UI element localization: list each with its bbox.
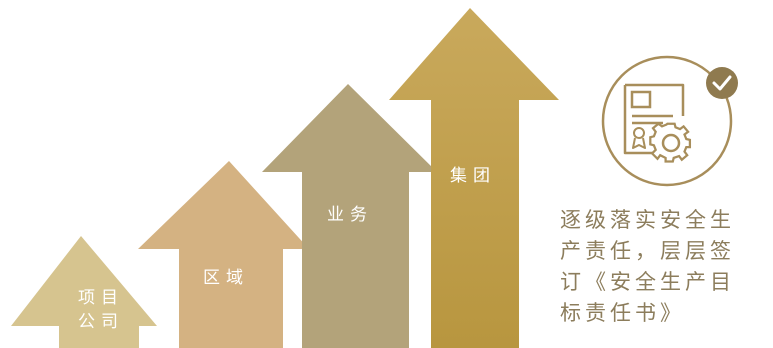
arrow-label-group: 集团 (441, 164, 505, 188)
arrow-label-line: 业务 (327, 205, 373, 225)
description-text: 逐级落实安全生 产责任，层层签 订《安全生产目 标责任书》 (560, 205, 773, 329)
arrow-label-line: 集团 (450, 166, 496, 186)
arrow-group (389, 8, 559, 348)
description-line: 产责任，层层签 (560, 239, 735, 263)
arrow-label-line: 项目 (78, 288, 124, 308)
description-line: 逐级落实安全生 (560, 208, 735, 232)
certificate-gear-check-icon (601, 55, 738, 187)
arrow-label-business: 业务 (318, 203, 382, 227)
arrow-label-line: 公司 (78, 312, 124, 332)
description-line: 订《安全生产目 (560, 270, 735, 294)
description-line: 标责任书》 (560, 301, 685, 325)
arrow-label-region: 区域 (194, 266, 258, 290)
arrow-region (138, 161, 309, 348)
arrow-label-project-company: 项目 公司 (73, 286, 129, 334)
arrow-label-line: 区域 (203, 268, 249, 288)
arrow-business (262, 84, 437, 348)
arrow-project-company (11, 236, 157, 348)
